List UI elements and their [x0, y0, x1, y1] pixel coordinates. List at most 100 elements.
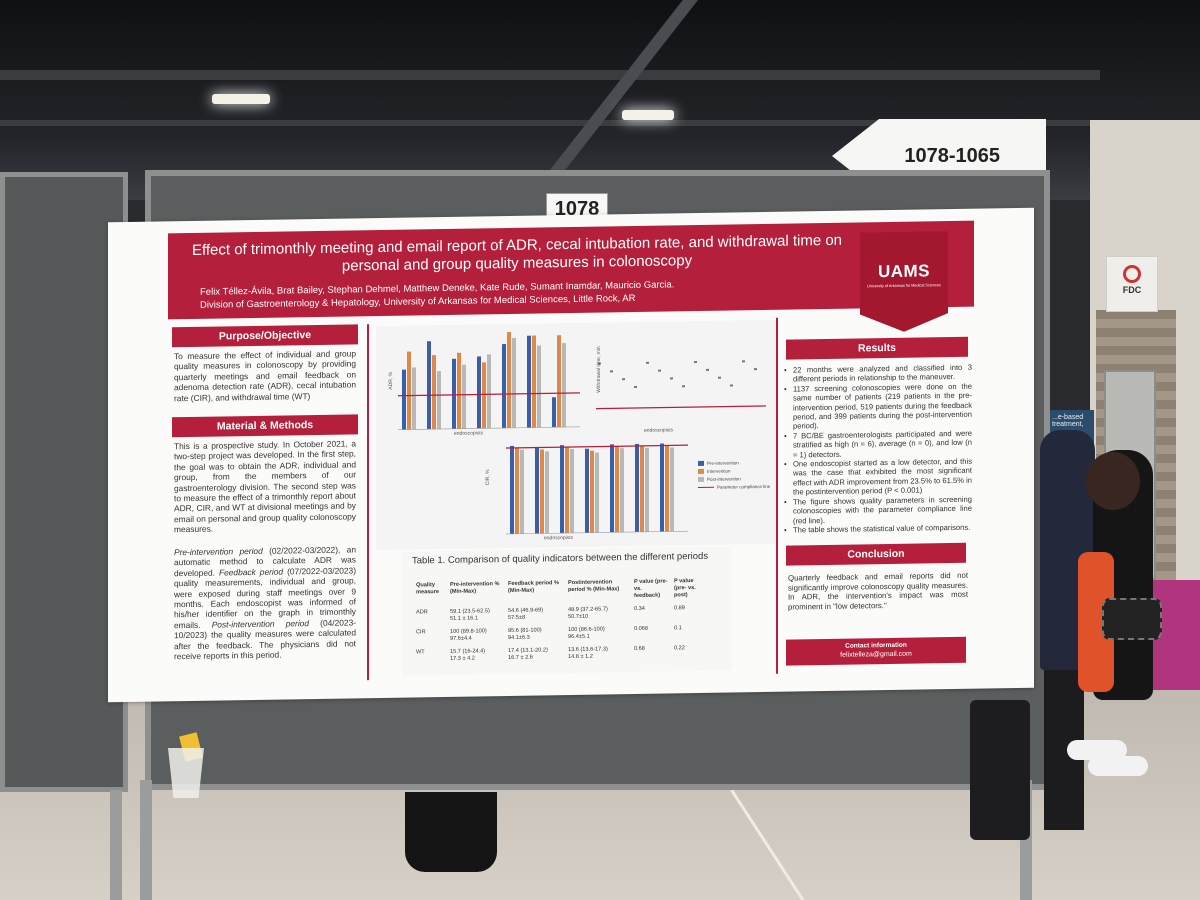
table-cell: 0.1: [674, 625, 682, 632]
legend-item-compliance: Parameter compliance line: [698, 484, 770, 490]
neighbor-poster-board: [0, 172, 128, 792]
adr-bar: [502, 344, 506, 429]
table-header-cell: Quality measure: [416, 582, 440, 596]
comparison-table: Quality measure Pre-intervention % (Min-…: [416, 577, 708, 669]
cir-compliance-line: [506, 444, 688, 449]
adr-bar: [562, 343, 566, 428]
quality-charts-figure: ADR, % Withdrawal time, min CIR, % endos…: [376, 319, 776, 551]
table-cell: WT: [416, 649, 425, 656]
wt-marker: [682, 385, 685, 388]
adr-x-axis: [398, 426, 580, 431]
table-cell: CIR: [416, 629, 426, 636]
wt-marker: [694, 361, 697, 364]
table-cell: 59.1 (23.5-62.5) 51.1 ± 16.1: [450, 608, 490, 622]
cir-bar: [515, 447, 519, 534]
cir-bar: [520, 449, 524, 534]
adr-bar: [552, 397, 556, 428]
table-cell: 100 (89.8-100) 97.6±4.4: [450, 628, 487, 642]
comparison-table-panel: Table 1. Comparison of quality indicator…: [402, 546, 732, 676]
adr-bar: [452, 358, 456, 429]
cir-bar: [620, 448, 624, 533]
passerby-legs: [970, 700, 1030, 840]
uams-logo: UAMS University of Arkansas for Medical …: [860, 231, 948, 332]
poster-title: Effect of trimonthly meeting and email r…: [191, 231, 843, 275]
wt-marker: [610, 370, 613, 373]
legend-label-intervention: Intervention: [707, 468, 731, 474]
table-header-cell: P value (pre- vs. post): [674, 578, 696, 599]
cir-bar: [665, 445, 669, 532]
table-cell: 95.6 (81-100) 94.1±6.3: [508, 627, 542, 641]
table-header-cell: Pre-intervention % (Min-Max): [450, 581, 500, 595]
uams-logo-text: UAMS: [877, 261, 931, 282]
legend-label-pre: Pre-intervention: [707, 460, 739, 466]
adr-bar: [402, 369, 406, 430]
uams-logo-subtitle: University of Arkansas for Medical Scien…: [867, 283, 941, 289]
adr-bar: [487, 354, 491, 429]
adr-bar: [462, 364, 466, 429]
adr-bar: [537, 345, 541, 428]
wt-marker: [658, 369, 661, 372]
poster-banner: Effect of trimonthly meeting and email r…: [168, 220, 974, 320]
wt-marker: [742, 360, 745, 363]
contact-box: Contact information felixtelleza@gmail.c…: [786, 636, 966, 666]
wt-marker: [730, 384, 733, 387]
legend-swatch: [698, 460, 704, 467]
wt-marker: [622, 378, 625, 381]
board-leg: [110, 790, 122, 900]
cir-bar: [615, 446, 619, 533]
methods-text-2: Pre-intervention period (02/2022-03/2022…: [174, 544, 356, 661]
table-header-cell: Feedback period % (Min-Max): [508, 580, 559, 594]
legend-swatch: [698, 476, 704, 483]
wt-compliance-line: [596, 405, 766, 410]
table-cell: 54.6 (46.9-69) 57.5±8: [508, 607, 544, 621]
column-divider: [776, 317, 778, 674]
table-header-cell: P value (pre- vs. feedback): [634, 578, 668, 600]
legend-swatch-line: [698, 486, 714, 489]
sequin-handbag: [1102, 598, 1162, 640]
fdc-sign-text: FDC: [1122, 285, 1142, 295]
cir-bar: [635, 443, 639, 532]
person-feet-behind-board: [405, 792, 497, 872]
cir-bar: [540, 449, 544, 534]
research-poster: Effect of trimonthly meeting and email r…: [108, 207, 1034, 703]
table-cell: 15.7 (16-24.4) 17.3 ± 4.2: [450, 648, 486, 662]
wt-x-label: endoscopists: [644, 427, 674, 434]
adr-bar: [482, 362, 486, 429]
table-cell: 0.89: [674, 605, 685, 612]
contact-title: Contact information: [845, 641, 907, 650]
ceiling-truss: [0, 70, 1100, 80]
cir-bar: [570, 448, 574, 534]
adr-bar: [412, 367, 416, 430]
table-cell: 0.22: [674, 645, 685, 652]
cir-bar: [590, 450, 594, 533]
wt-marker: [670, 377, 673, 380]
table-cell: 48.9 (37.2-65.7) 50.7±10: [568, 606, 608, 621]
table-cell: 17.4 (13.1-20.2) 16.7 ± 2.6: [508, 647, 548, 661]
adr-axis-label: ADR, %: [387, 371, 394, 390]
adr-bar: [437, 371, 441, 430]
booth-range-label: 1078-1065: [904, 144, 1000, 167]
table-row: WT 15.7 (16-24.4) 17.3 ± 4.2 17.4 (13.1-…: [416, 644, 708, 669]
adr-compliance-line: [398, 392, 580, 397]
wt-marker: [706, 368, 709, 371]
cir-x-label: endoscopists: [544, 534, 574, 542]
cir-bar: [560, 445, 564, 534]
wt-marker: [646, 361, 649, 364]
methods-text-1: This is a prospective study. In October …: [174, 438, 356, 535]
feedback-period-label: Feedback period: [219, 566, 284, 578]
adr-x-label: endoscopists: [454, 430, 484, 437]
adr-bar: [432, 355, 436, 430]
wt-marker: [634, 385, 637, 389]
quality-charts-svg: [398, 331, 766, 535]
legend-label-post: Post-intervention: [707, 476, 741, 482]
cir-bar: [545, 451, 549, 534]
adr-bar: [477, 356, 481, 429]
fdc-logo-icon: [1123, 265, 1141, 283]
chart-legend: Pre-intervention Intervention Post-inter…: [698, 460, 770, 493]
cir-bar: [640, 445, 644, 532]
wt-marker: [598, 362, 601, 365]
ceiling-truss: [0, 120, 1100, 126]
cir-x-axis: [506, 530, 688, 535]
table-cell: ADR: [416, 609, 428, 616]
ceiling-light: [212, 94, 270, 104]
